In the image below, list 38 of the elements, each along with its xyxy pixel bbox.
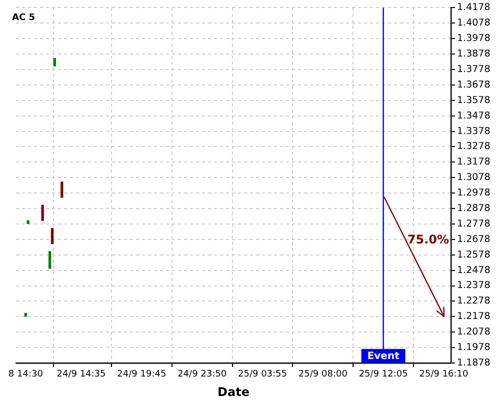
y-tick-label: 1.2978 [457,188,490,199]
y-tick-label: 1.2178 [457,311,490,322]
y-tick-label: 1.2278 [457,296,490,307]
x-tick-label: 8 14:30 [8,370,44,380]
y-tick-label: 1.3778 [457,64,490,75]
y-tick-label: 1.3578 [457,94,490,106]
x-tick-label: 24/9 23:50 [178,370,227,380]
y-tick-label: 1.4178 [457,2,490,14]
x-tick-label: 24/9 14:35 [56,370,106,380]
annotation: 75.0% [407,232,450,246]
y-tick-label: 1.2578 [457,249,490,260]
text: AC 5 [12,13,35,24]
x-tick-label: 25/9 03:55 [238,370,288,380]
y-tick-label: 1.2478 [457,264,490,276]
y-tick-label: 1.4078 [457,18,490,29]
y-tick-label: 1.3378 [457,126,490,137]
y-tick-label: 1.3278 [457,141,490,152]
candlestick [24,312,27,317]
x-tick-label: 25/9 12:05 [358,370,408,380]
candlestick [50,228,54,244]
x-tick-label: 25/9 16:10 [419,370,469,380]
x-axis-title: Date [218,384,250,399]
y-tick-label: 1.3978 [457,33,490,44]
x-tick-label: 25/9 08:00 [298,370,348,380]
x-tick-label: 24/9 19:45 [117,370,166,380]
ref-line-label: Event [367,351,400,362]
y-tick-label: 1.3178 [457,156,490,168]
y-tick-label: 1.2778 [457,218,490,230]
y-tick-label: 1.1978 [457,342,490,354]
y-tick-label: 1.2678 [457,234,490,245]
y-tick-label: 1.3478 [457,110,490,122]
y-tick-label: 1.2378 [457,280,490,292]
y-tick-label: 1.3678 [457,79,490,90]
y-tick-label: 1.3078 [457,172,490,184]
y-tick-label: 1.2078 [457,326,490,338]
y-tick-label: 1.1878 [457,357,490,368]
y-tick-label: 1.2878 [457,202,490,214]
y-tick-label: 1.3878 [457,48,490,60]
